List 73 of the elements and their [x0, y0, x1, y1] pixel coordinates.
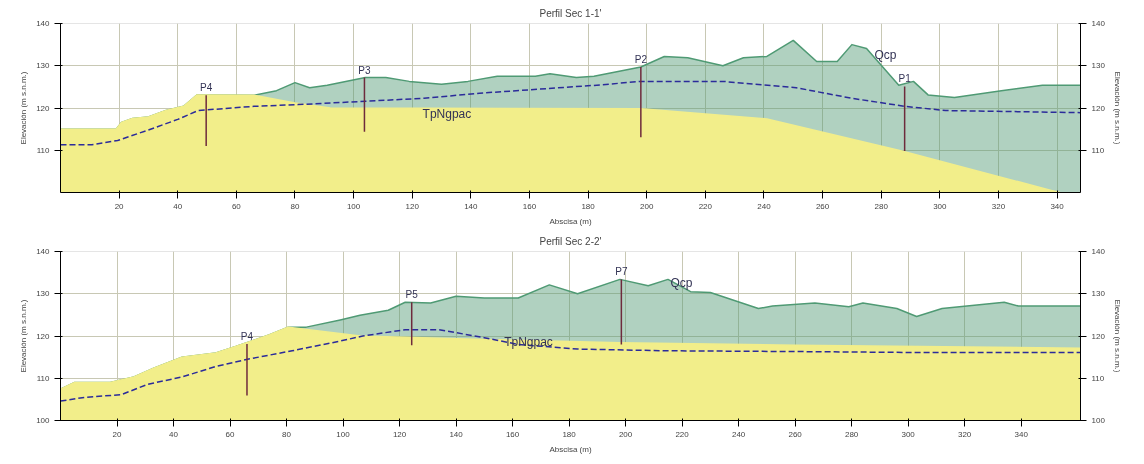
x-tick-label: 260	[815, 201, 830, 211]
x-tick-label: 340	[1050, 201, 1065, 211]
x-tick-label: 320	[957, 429, 972, 439]
x-tick-label: 160	[505, 429, 520, 439]
line-series	[60, 80, 1081, 146]
annotation: Qcp	[670, 275, 693, 290]
x-tick-label: 200	[618, 429, 633, 439]
y2-axis-title: Elevación (m s.n.m.)	[1112, 71, 1122, 145]
annotation: P4	[240, 331, 254, 343]
chart-title: Perfil Sec 1-1'	[539, 7, 602, 19]
x-tick-label: 180	[562, 429, 577, 439]
y2-tick-label: 120	[1091, 103, 1106, 113]
x-tick-label: 120	[405, 201, 420, 211]
y2-tick-label: 130	[1091, 61, 1106, 71]
x-axis-title: Abscisa (m)	[549, 444, 592, 454]
x-tick-label: 340	[1014, 429, 1029, 439]
annotation: Qcp	[874, 47, 897, 62]
y2-tick-label: 130	[1091, 289, 1106, 299]
y-tick-label: 110	[36, 373, 51, 383]
y-tick-label: 110	[36, 145, 51, 155]
annotation: P7	[615, 266, 628, 278]
x-tick-label: 80	[282, 429, 292, 439]
x-tick-label: 40	[169, 429, 179, 439]
x-tick-label: 20	[112, 429, 123, 439]
annotation: TpNgpac	[504, 334, 553, 349]
x-tick-label: 100	[346, 201, 361, 211]
x-axis-title: Abscisa (m)	[549, 216, 592, 226]
y2-tick-label: 100	[1091, 416, 1106, 425]
y-tick-label: 140	[36, 247, 51, 256]
y2-tick-label: 140	[1091, 247, 1106, 256]
y-tick-label: 120	[36, 331, 51, 341]
x-tick-label: 180	[581, 201, 596, 211]
y-axis-title: Elevación (m s.n.m.)	[19, 299, 29, 373]
y2-tick-label: 140	[1091, 19, 1106, 28]
annotation: P5	[405, 289, 419, 301]
x-tick-label: 300	[901, 429, 916, 439]
x-tick-label: 20	[114, 201, 125, 211]
x-tick-label: 140	[464, 201, 479, 211]
x-tick-label: 240	[757, 201, 772, 211]
x-tick-label: 280	[874, 201, 889, 211]
annotation: P3	[358, 64, 371, 76]
annotation: TpNgpac	[422, 106, 472, 121]
y2-tick-label: 110	[1091, 145, 1105, 155]
y2-tick-label: 120	[1091, 331, 1106, 341]
y-tick-label: 130	[36, 289, 51, 299]
x-tick-label: 60	[225, 429, 236, 439]
x-tick-label: 60	[231, 201, 242, 211]
x-tick-label: 260	[788, 429, 803, 439]
y-axis-title: Elevación (m s.n.m.)	[19, 71, 29, 145]
y-tick-label: 100	[36, 416, 51, 425]
x-tick-label: 100	[336, 429, 351, 439]
x-tick-label: 140	[449, 429, 464, 439]
y2-axis-title: Elevación (m s.n.m.)	[1112, 299, 1122, 373]
annotation: P1	[898, 73, 912, 85]
line-series	[60, 328, 1081, 402]
x-tick-label: 220	[698, 201, 713, 211]
y-tick-label: 140	[36, 19, 51, 28]
x-tick-label: 40	[173, 201, 183, 211]
y2-tick-label: 110	[1091, 373, 1105, 383]
annotation: P2	[634, 54, 648, 66]
x-tick-label: 220	[675, 429, 690, 439]
x-tick-label: 320	[991, 201, 1006, 211]
annotation: P4	[200, 82, 213, 94]
chart-title: Perfil Sec 2-2'	[539, 235, 602, 247]
y-tick-label: 130	[36, 61, 51, 71]
x-tick-label: 120	[392, 429, 407, 439]
x-tick-label: 280	[844, 429, 859, 439]
x-tick-label: 80	[290, 201, 300, 211]
x-tick-label: 300	[933, 201, 948, 211]
x-tick-label: 200	[640, 201, 654, 211]
x-tick-label: 160	[522, 201, 537, 211]
x-tick-label: 240	[731, 429, 746, 439]
y-tick-label: 120	[36, 103, 51, 113]
